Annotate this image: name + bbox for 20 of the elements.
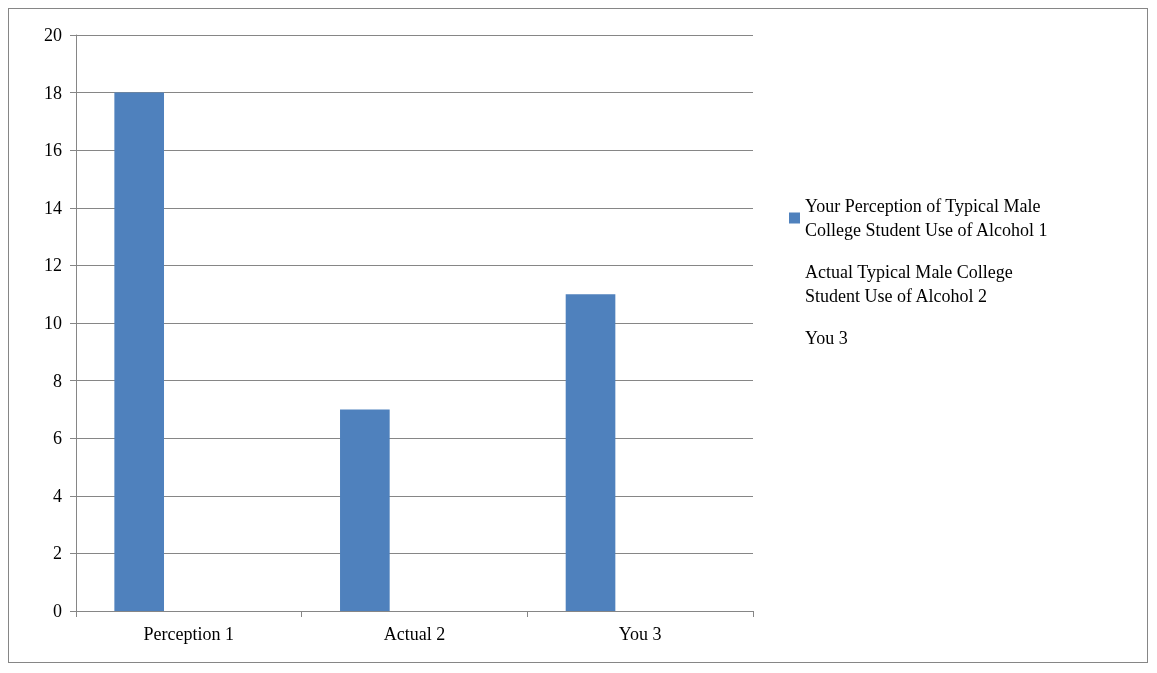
text: Actual Typical Male College Student Use of Alcohol 2 — [805, 262, 1018, 306]
y-tick-label: 4 — [53, 485, 62, 506]
y-tick-label: 10 — [44, 313, 62, 333]
bar — [340, 409, 390, 611]
y-tick-label: 18 — [44, 82, 62, 103]
x-tick-label: Actual 2 — [383, 624, 446, 644]
x-tick-label: You 3 — [618, 624, 662, 644]
y-tick-label: 8 — [53, 370, 62, 391]
y-tick-label: 12 — [44, 255, 62, 276]
y-tick-label: 6 — [53, 428, 62, 449]
y-tick-label: 16 — [44, 140, 62, 161]
y-tick-label: 0 — [53, 601, 62, 621]
bar — [565, 294, 616, 611]
y-tick-label: 20 — [44, 25, 62, 45]
bar — [114, 92, 165, 611]
y-tick-label: 14 — [44, 197, 62, 218]
x-tick-label: Perception 1 — [143, 624, 235, 644]
text: You 3 — [805, 328, 848, 348]
legend-label: Your Perception of Typical Male College Student Use of Alcohol 1 — [805, 196, 1048, 240]
y-tick-label: 2 — [53, 543, 62, 564]
